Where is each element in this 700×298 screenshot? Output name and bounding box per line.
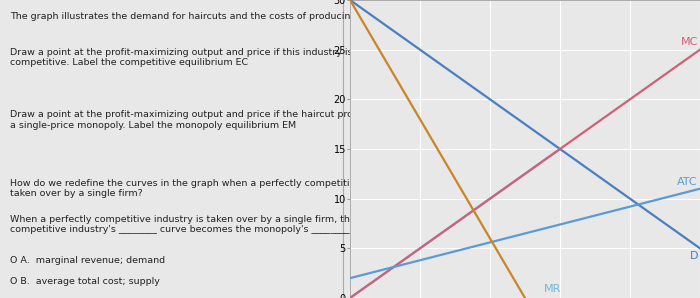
- Text: O B.  average total cost; supply: O B. average total cost; supply: [10, 277, 160, 286]
- Text: MR: MR: [545, 284, 561, 294]
- Text: O A.  marginal revenue; demand: O A. marginal revenue; demand: [10, 256, 166, 265]
- Text: ATC: ATC: [678, 177, 698, 187]
- Text: MC: MC: [680, 37, 698, 47]
- Text: The graph illustrates the demand for haircuts and the costs of producing haircut: The graph illustrates the demand for hai…: [10, 12, 401, 21]
- Text: Draw a point at the profit-maximizing output and price if the haircut producer i: Draw a point at the profit-maximizing ou…: [10, 110, 391, 130]
- Text: When a perfectly competitive industry is taken over by a single firm, the
compet: When a perfectly competitive industry is…: [10, 215, 383, 234]
- Text: D: D: [690, 251, 698, 261]
- Text: How do we redefine the curves in the graph when a perfectly competitive industry: How do we redefine the curves in the gra…: [10, 179, 414, 198]
- Text: Draw a point at the profit-maximizing output and price if this industry is perfe: Draw a point at the profit-maximizing ou…: [10, 48, 398, 67]
